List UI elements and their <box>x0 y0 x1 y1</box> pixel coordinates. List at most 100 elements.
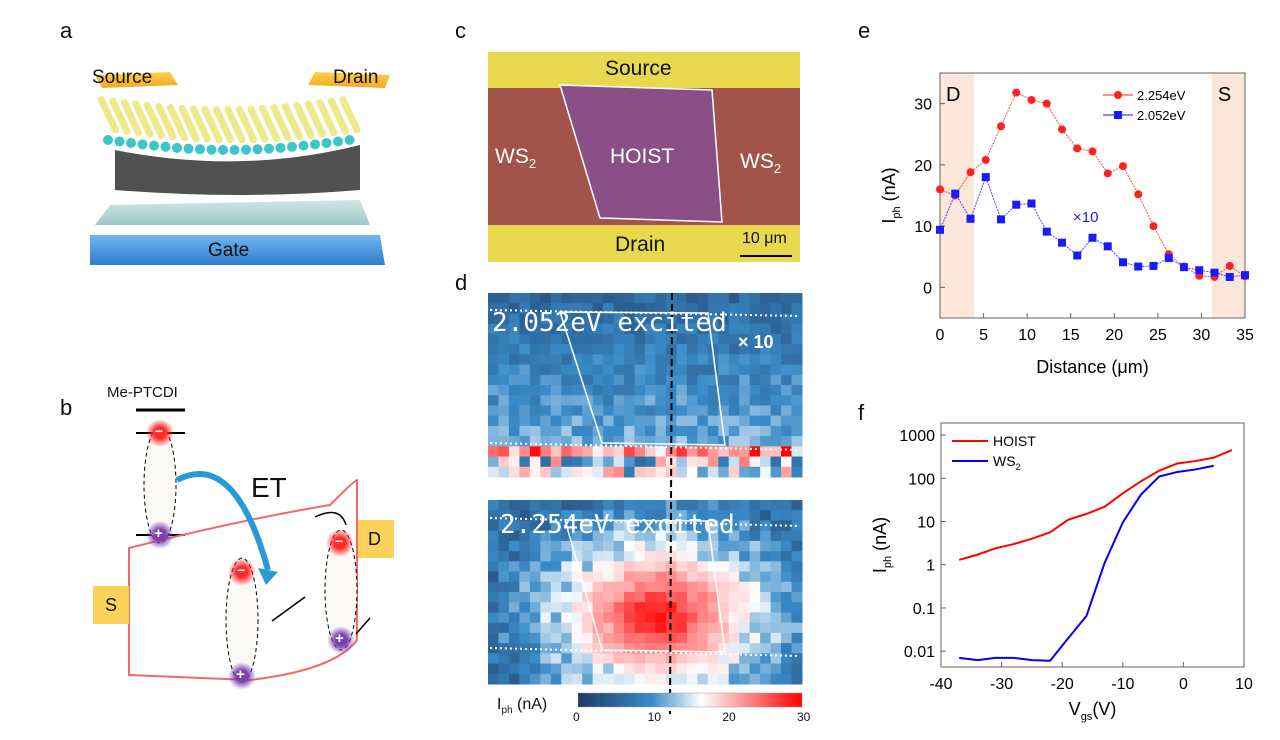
colorbar-tick-label: 10 <box>647 710 662 724</box>
hole-icon: + <box>335 630 344 647</box>
line-cut <box>669 292 673 715</box>
source-label: Source <box>92 67 153 88</box>
annotation: ×10 <box>1073 209 1098 226</box>
data-point <box>1180 263 1188 272</box>
y-axis-label: Iph (nA) <box>879 167 903 223</box>
colorbar-tick-label: 30 <box>797 710 811 724</box>
x-tick-label: -40 <box>929 676 952 693</box>
x-tick-label: 35 <box>1236 327 1254 344</box>
colorbar-tick-label: 20 <box>722 710 736 724</box>
x-axis-label: Vgs(V) <box>1069 699 1117 723</box>
x-tick-label: 0 <box>936 327 945 344</box>
data-point <box>1073 144 1082 153</box>
gate-label: Gate <box>208 240 250 261</box>
data-point <box>936 185 944 194</box>
data-point <box>1103 169 1112 178</box>
legend-label: WS2 <box>993 453 1021 472</box>
data-point <box>1103 242 1112 251</box>
c-drain-label: Drain <box>615 233 666 256</box>
panel-label-e: e <box>858 18 871 43</box>
y-tick-label: 10 <box>917 514 935 531</box>
c-source-label: Source <box>605 57 672 80</box>
data-point <box>1195 266 1204 275</box>
data-point <box>981 155 990 164</box>
data-point <box>966 214 975 223</box>
y-tick-label: 0 <box>923 280 932 297</box>
y-tick-label: 1000 <box>899 428 935 445</box>
y-tick-label: 30 <box>914 97 932 114</box>
x-tick-label: 25 <box>1149 327 1167 344</box>
electron-icon: − <box>237 562 246 578</box>
b-source-label: S <box>105 595 118 615</box>
drain-electrode <box>308 72 390 88</box>
y-axis-label: Iph (nA) <box>870 517 894 573</box>
y-tick-label: 1 <box>926 558 935 575</box>
panel-label-b: b <box>60 395 73 420</box>
y-tick-label: 10 <box>914 219 932 236</box>
ws2-left-label: WS2 <box>495 145 537 172</box>
colorbar-label: Iph (nA) <box>497 696 548 717</box>
data-point <box>1119 258 1127 267</box>
data-point <box>1225 272 1234 281</box>
x-tick-label: 10 <box>1235 676 1253 693</box>
electron-icon: − <box>335 533 344 549</box>
data-point <box>936 225 944 234</box>
data-point <box>1027 95 1036 104</box>
ws2-layer <box>97 96 361 155</box>
data-point <box>951 189 960 198</box>
data-point <box>1119 162 1127 171</box>
plot-frame <box>939 72 1246 319</box>
organic-layer <box>115 145 360 195</box>
data-point <box>1225 261 1234 270</box>
colorbar-tick-label: 0 <box>573 710 580 724</box>
top-map-title: 2.052eV excited <box>492 308 727 338</box>
bottom-map-title: 2.254eV excited <box>500 510 735 540</box>
data-point <box>1012 200 1021 209</box>
data-point <box>997 215 1005 224</box>
series-line <box>958 449 1233 561</box>
y-tick-label: 100 <box>908 471 935 488</box>
x-tick-label: -30 <box>990 676 1013 693</box>
legend-label: 2.052eV <box>1137 108 1186 123</box>
data-point <box>966 168 975 177</box>
y-tick-label: 20 <box>914 158 932 175</box>
source-electrode <box>95 72 178 88</box>
legend-label: HOIST <box>993 433 1036 449</box>
drain-contact <box>358 520 394 558</box>
legend-marker <box>1114 111 1122 119</box>
electron-icon: − <box>155 423 164 439</box>
scale-bar-label: 10 μm <box>742 230 787 247</box>
data-point <box>1134 190 1143 199</box>
data-point <box>1058 238 1066 247</box>
legend-marker <box>1114 91 1122 99</box>
data-point <box>1027 199 1036 208</box>
x-tick-label: 20 <box>1105 327 1123 344</box>
hoist-region <box>558 84 723 223</box>
dielectric-layer <box>95 200 370 225</box>
colorbar <box>577 692 803 708</box>
data-point <box>1134 262 1143 271</box>
panel-label-d: d <box>455 270 468 295</box>
data-point <box>1073 251 1082 260</box>
x-tick-label: 15 <box>1062 327 1080 344</box>
source-contact <box>93 586 129 624</box>
data-point <box>1042 227 1051 236</box>
heatmap-2254ev <box>488 500 803 685</box>
plot-frame <box>940 422 1245 668</box>
series-line <box>959 464 1214 662</box>
hole-icon: + <box>154 525 163 542</box>
top-map-multiplier: × 10 <box>738 332 774 352</box>
x-axis-label: Distance (μm) <box>1036 357 1148 377</box>
panel-label-a: a <box>60 18 73 43</box>
x-tick-label: 0 <box>1179 676 1188 693</box>
hoist-label: HOIST <box>610 145 675 168</box>
data-point <box>1210 268 1219 277</box>
x-tick-label: -20 <box>1051 676 1074 693</box>
region-label: D <box>946 84 960 106</box>
